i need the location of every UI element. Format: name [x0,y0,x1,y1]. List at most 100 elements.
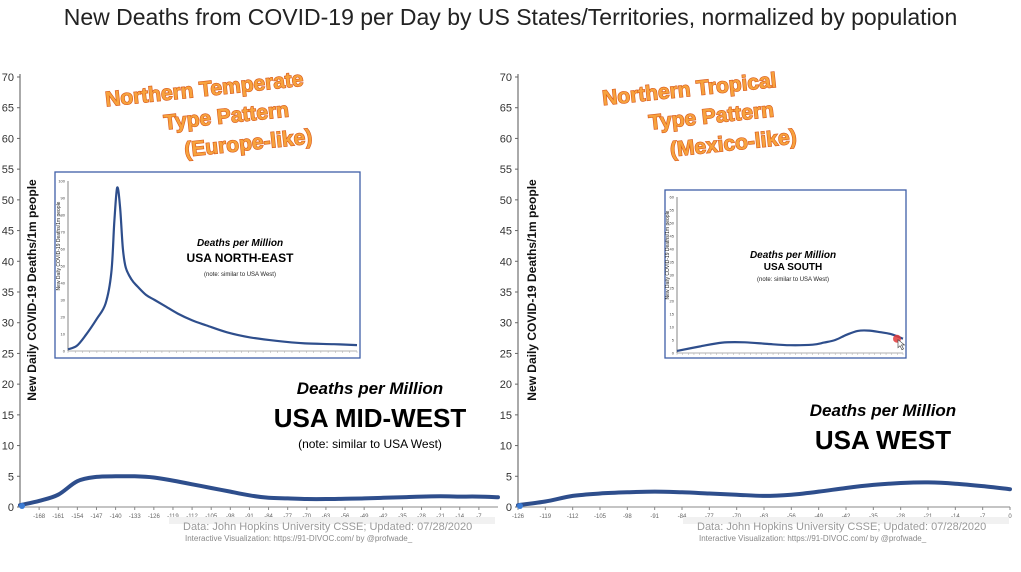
y-tick-label: 65 [500,103,512,115]
y-tick-label: 30 [2,318,14,330]
credit-text: Interactive Visualization: https://91-DI… [699,534,927,543]
inset-heading: Deaths per Million [750,250,836,261]
y-tick-label: 40 [2,256,14,268]
inset-y-tick-label: 15 [670,312,675,317]
inset-chart: 0 10 20 30 40 50 60 70 80 90 100 New Daily COVID-19… [54,171,361,359]
source-text: Data: John Hopkins University CSSE; Upda… [183,521,472,533]
inset-note: (note: similar to USA West) [204,272,276,278]
inset-y-tick-label: 10 [61,332,66,337]
y-tick-label: 20 [500,379,512,391]
inset-y-tick-label: 50 [670,221,675,226]
x-tick-label: -126 [512,514,525,520]
region-title: USA MID-WEST [274,403,467,433]
watermark-strip [683,517,1009,524]
inset-y-tick-label: 55 [670,208,675,213]
x-tick-label: -98 [623,514,632,520]
y-tick-label: 55 [2,164,14,176]
y-tick-label: 25 [500,348,512,360]
inset-y-tick-label: 35 [670,260,675,265]
inset-y-tick-label: 5 [672,338,675,343]
inset-y-tick-label: 40 [61,281,66,286]
inset-frame [54,171,361,359]
y-tick-label: 20 [2,379,14,391]
page-title: New Deaths from COVID-19 per Day by US S… [63,4,958,30]
region-title: USA WEST [815,425,951,455]
x-tick-label: -168 [33,514,46,520]
watermark-strip [169,517,495,524]
y-tick-label: 0 [8,502,14,514]
y-tick-label: 0 [506,502,512,514]
y-tick-label: 50 [2,195,14,207]
inset-y-tick-label: 20 [670,299,675,304]
x-tick-label: -126 [148,514,161,520]
x-tick-label: -154 [71,514,84,520]
inset-y-tick-label: 40 [670,247,675,252]
series-line [18,474,500,508]
inset-y-tick-label: 80 [61,213,66,218]
x-tick-label: -105 [594,514,607,520]
y-tick-label: 10 [2,441,14,453]
y-tick-label: 15 [500,410,512,422]
inset-y-tick-label: 30 [61,298,66,303]
y-tick-label: 5 [8,471,14,483]
inset-y-tick-label: 20 [61,315,66,320]
inset-chart: 0 5 10 15 20 25 30 35 40 45 50 55 60 New Daily COVID-… [664,189,907,359]
panel-midwest: 0 5 10 15 20 25 30 35 40 45 50 55 60 65 70 -168 -161 -154… [2,67,500,543]
inset-y-tick-label: 0 [672,351,675,356]
mouse-pointer-icon [897,339,906,351]
source-text: Data: John Hopkins University CSSE; Upda… [697,521,986,533]
region-heading: Deaths per Million [810,401,956,420]
y-tick-label: 60 [2,133,14,145]
y-tick-label: 70 [500,72,512,84]
y-tick-label: 35 [2,287,14,299]
start-marker [19,503,25,509]
inset-series-line [676,329,904,352]
y-tick-label: 45 [500,226,512,238]
inset-y-tick-label: 100 [58,179,65,184]
inset-y-tick-label: 10 [670,325,675,330]
y-tick-label: 25 [2,348,14,360]
pattern-annotation-line: (Europe-like) [183,125,313,161]
y-tick-label: 30 [500,318,512,330]
inset-y-tick-label: 45 [670,234,675,239]
y-tick-label: 35 [500,287,512,299]
region-note: (note: similar to USA West) [298,437,442,451]
credit-text: Interactive Visualization: https://91-DI… [185,534,413,543]
inset-region-title: USA NORTH-EAST [187,251,295,265]
x-tick-label: -161 [52,514,65,520]
y-axis-label: New Daily COVID-19 Deaths/1m people [525,179,539,401]
x-tick-label: -91 [650,514,659,520]
inset-y-tick-label: 70 [61,230,66,235]
x-tick-label: -147 [90,514,103,520]
x-tick-label: -112 [567,514,579,520]
inset-y-tick-label: 60 [61,247,66,252]
inset-frame [664,189,907,359]
y-tick-label: 70 [2,72,14,84]
y-tick-label: 10 [500,441,512,453]
pattern-annotation-line: (Mexico-like) [669,125,798,161]
y-tick-label: 5 [506,471,512,483]
inset-y-tick-label: 25 [670,286,675,291]
y-tick-label: 40 [500,256,512,268]
inset-note: (note: similar to USA West) [757,277,829,283]
inset-y-tick-label: 0 [63,349,66,354]
x-tick-label: -119 [540,514,552,520]
inset-region-title: USA SOUTH [764,262,823,273]
start-marker [517,503,523,509]
y-tick-label: 60 [500,133,512,145]
series-line [516,480,1012,508]
x-tick-label: 0 [1008,514,1012,520]
x-tick-label: -84 [678,514,687,520]
y-tick-label: 45 [2,226,14,238]
inset-y-tick-label: 30 [670,273,675,278]
inset-y-axis-label: New Daily COVID-19 Deaths/1m people [665,210,671,299]
y-tick-label: 50 [500,195,512,207]
y-tick-label: 65 [2,103,14,115]
y-tick-label: 15 [2,410,14,422]
x-tick-label: -140 [110,514,123,520]
inset-y-tick-label: 50 [61,264,66,269]
inset-y-axis-label: New Daily COVID-19 Deaths/1m people [56,201,62,290]
y-axis-label: New Daily COVID-19 Deaths/1m people [25,179,39,401]
